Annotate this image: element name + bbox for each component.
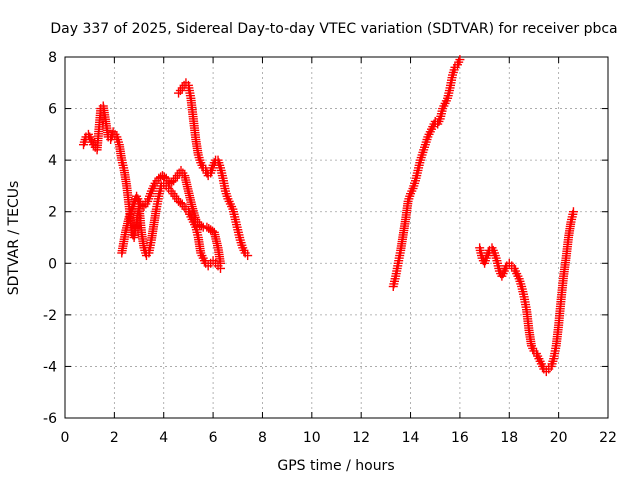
grid bbox=[65, 57, 608, 418]
data-point bbox=[196, 221, 206, 231]
data-point bbox=[243, 251, 253, 261]
x-tick-label: 8 bbox=[258, 430, 267, 446]
data-point bbox=[175, 198, 185, 208]
y-tick-label: 4 bbox=[48, 153, 57, 169]
x-tick-label: 4 bbox=[159, 430, 168, 446]
y-tick-label: 8 bbox=[48, 50, 57, 66]
y-tick-label: 0 bbox=[48, 256, 57, 272]
data-point bbox=[455, 55, 465, 65]
y-axis-label: SDTVAR / TECUs bbox=[6, 181, 22, 296]
y-tick-label: -6 bbox=[43, 411, 57, 427]
axis-ticks: 0 2 4 6 8 10 12 14 16 18 20 22 -6 -4 -2 0 2 4 6 8 bbox=[43, 50, 617, 446]
y-tick-label: -4 bbox=[43, 359, 57, 375]
x-tick-label: 0 bbox=[61, 430, 70, 446]
data-point bbox=[137, 200, 147, 210]
series-sat-b bbox=[117, 165, 225, 268]
data-point bbox=[159, 172, 169, 182]
data-point bbox=[215, 258, 225, 268]
x-axis-label: GPS time / hours bbox=[277, 458, 394, 474]
x-tick-label: 14 bbox=[402, 430, 420, 446]
data-point bbox=[167, 177, 177, 187]
series-sat-e bbox=[475, 207, 578, 377]
series-sat-d bbox=[388, 55, 465, 291]
chart-title: Day 337 of 2025, Sidereal Day-to-day VTE… bbox=[50, 21, 617, 37]
x-tick-label: 6 bbox=[209, 430, 218, 446]
y-tick-label: -2 bbox=[43, 308, 57, 324]
x-tick-label: 20 bbox=[550, 430, 568, 446]
x-tick-label: 10 bbox=[303, 430, 321, 446]
y-tick-label: 6 bbox=[48, 102, 57, 118]
plot-frame bbox=[64, 56, 609, 419]
y-tick-label: 2 bbox=[48, 205, 57, 221]
x-tick-label: 2 bbox=[110, 430, 119, 446]
x-tick-label: 18 bbox=[500, 430, 518, 446]
series-sat-c bbox=[174, 78, 253, 261]
data-point bbox=[568, 207, 578, 217]
data-markers bbox=[79, 55, 578, 377]
x-tick-label: 12 bbox=[352, 430, 370, 446]
x-tick-label: 16 bbox=[451, 430, 469, 446]
x-tick-label: 22 bbox=[599, 430, 617, 446]
series-sat-a bbox=[79, 101, 225, 273]
